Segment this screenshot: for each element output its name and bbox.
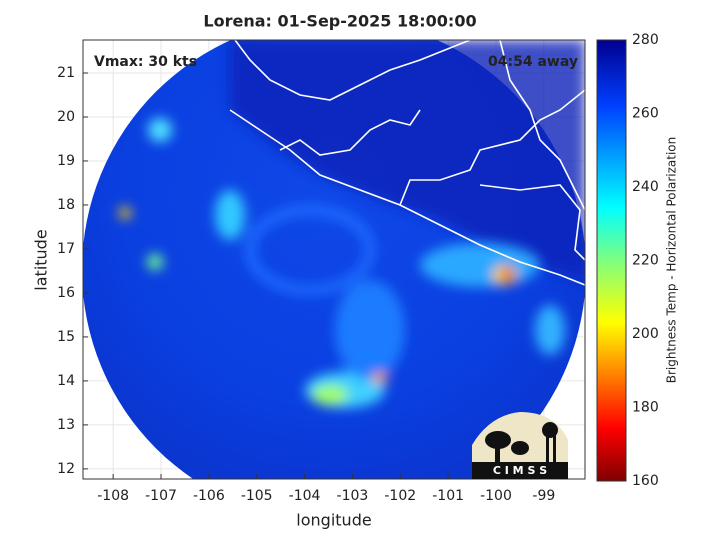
y-tick-label: 18	[57, 197, 75, 213]
colorbar-tick-label: 200	[632, 326, 659, 342]
x-tick-label: -101	[432, 488, 464, 504]
satellite-image	[83, 40, 585, 479]
x-tick-label: -99	[532, 488, 555, 504]
colorbar-tick-label: 180	[632, 400, 659, 416]
colorbar-tick-label: 220	[632, 253, 659, 269]
y-tick-label: 14	[57, 373, 75, 389]
axes: -108 -107 -106 -105 -104 -103 -102 -101 -100 -99 1…	[57, 32, 659, 504]
logo-text: C I M S S	[493, 464, 547, 477]
x-tick-label: -102	[384, 488, 416, 504]
y-tick-label: 20	[57, 109, 75, 125]
y-tick-label: 16	[57, 285, 75, 301]
y-tick-label: 21	[57, 65, 75, 81]
x-axis-label: longitude	[296, 511, 371, 530]
colorbar-tick-label: 160	[632, 473, 659, 489]
x-tick-label: -106	[193, 488, 225, 504]
x-tick-label: -108	[97, 488, 129, 504]
colorbar-tick-label: 240	[632, 179, 659, 195]
vmax-label: Vmax: 30 kts	[94, 54, 197, 70]
colorbar-label: Brightness Temp - Horizontal Polarizatio…	[665, 137, 679, 384]
y-axis-label: latitude	[32, 229, 51, 290]
colorbar	[596, 39, 627, 482]
x-tick-label: -105	[241, 488, 273, 504]
y-tick-label: 13	[57, 417, 75, 433]
x-tick-label: -104	[289, 488, 321, 504]
x-tick-label: -103	[337, 488, 369, 504]
y-tick-label: 17	[57, 241, 75, 257]
title: Lorena: 01-Sep-2025 18:00:00	[203, 12, 476, 31]
plot-frame	[82, 39, 586, 480]
y-tick-label: 12	[57, 461, 75, 477]
x-tick-label: -100	[480, 488, 512, 504]
logo: C I M S S	[472, 412, 568, 479]
x-tick-label: -107	[145, 488, 177, 504]
y-tick-label: 19	[57, 153, 75, 169]
y-tick-label: 15	[57, 329, 75, 345]
time-away-label: 04:54 away	[488, 54, 578, 70]
colorbar-tick-label: 280	[632, 32, 659, 48]
colorbar-tick-label: 260	[632, 106, 659, 122]
